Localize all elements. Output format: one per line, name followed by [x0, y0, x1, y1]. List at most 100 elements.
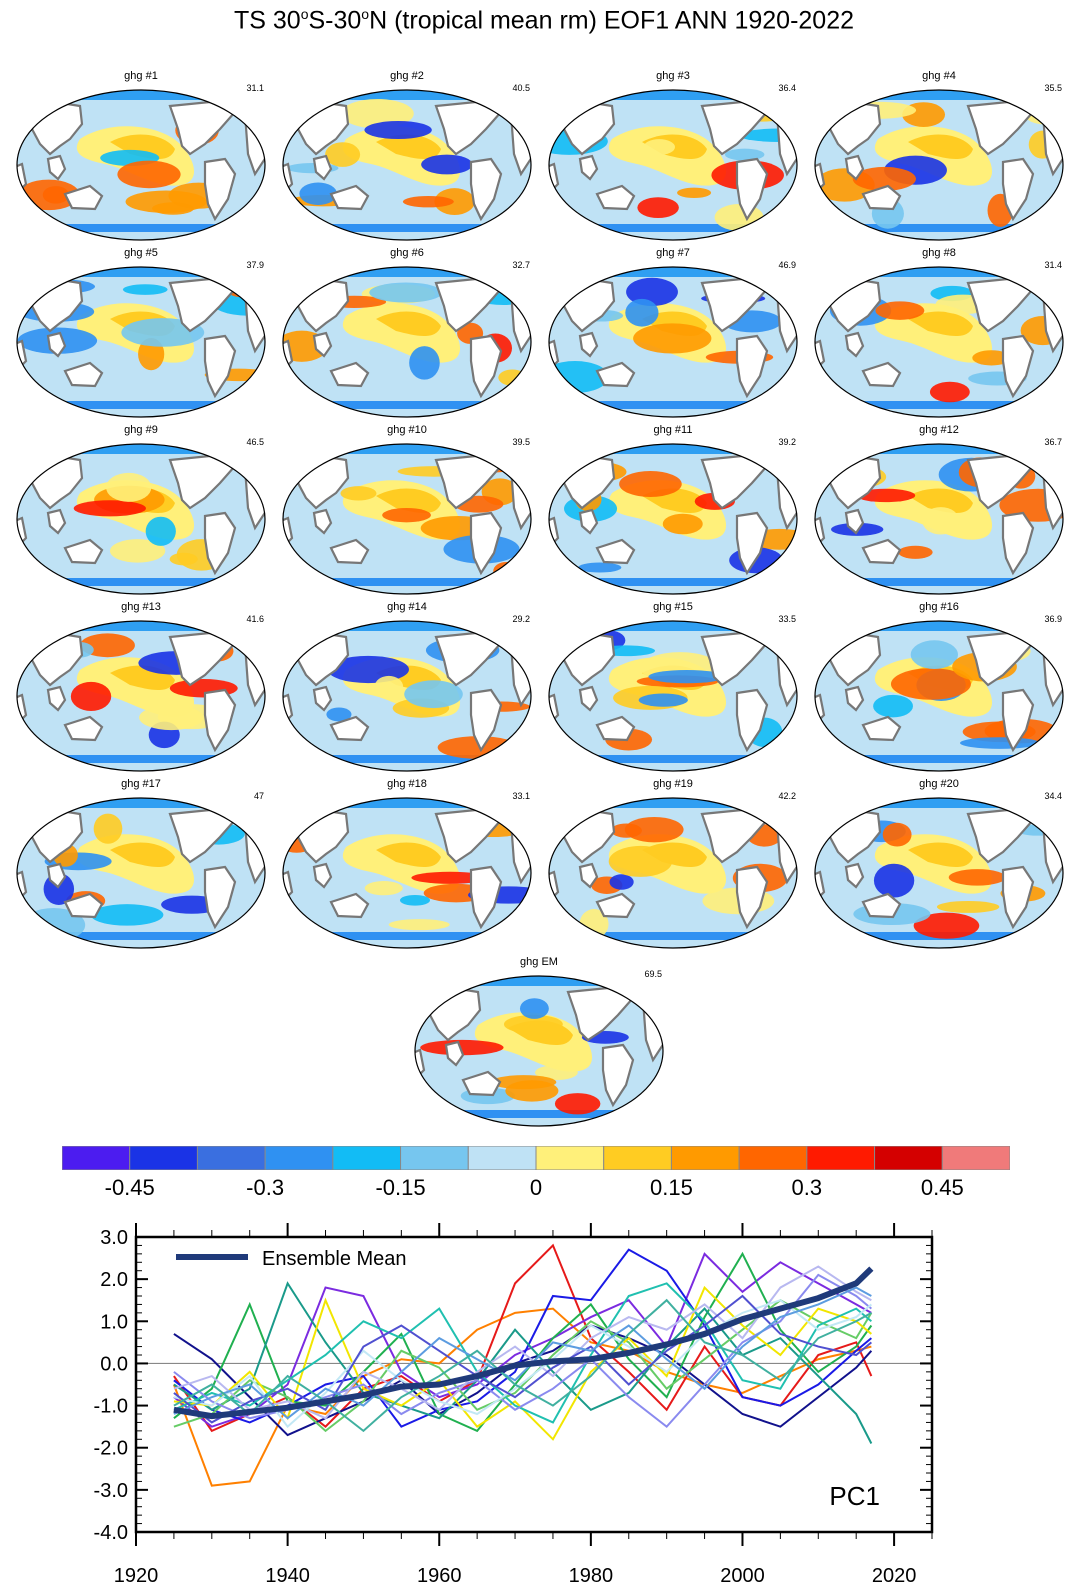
x-tick-label: 1960	[417, 1565, 462, 1587]
map-title: ghg #15	[653, 601, 693, 613]
colorbar-swatch	[129, 1146, 198, 1170]
x-tick-label: 2020	[872, 1565, 917, 1587]
explained-variance: 36.9	[1044, 614, 1062, 624]
colorbar-swatch	[738, 1146, 808, 1170]
eof-map	[548, 620, 798, 772]
y-tick-label: 1.0	[100, 1311, 128, 1333]
colorbar-tick-label: -0.15	[375, 1175, 426, 1200]
colorbar-tick-label: 0.45	[920, 1175, 964, 1200]
colorbar-swatch	[603, 1146, 672, 1170]
series-line	[173, 1282, 872, 1424]
map-title: ghg #19	[653, 778, 693, 790]
plot-frame	[134, 1235, 934, 1534]
explained-variance: 39.2	[778, 437, 796, 447]
explained-variance: 29.2	[512, 614, 530, 624]
eof-map-panel: ghg #4 35.5	[808, 70, 1070, 248]
eof-map-panel: ghg #9 46.5	[10, 424, 272, 602]
eof-map-panel: ghg #17 47	[10, 778, 272, 956]
series-line	[173, 1324, 873, 1437]
explained-variance: 40.5	[512, 83, 530, 93]
eof-map-panel: ghg #14 29.2	[276, 601, 538, 779]
eof-map-panel: ghg #19 42.2	[542, 778, 804, 956]
eof-map	[16, 620, 266, 772]
map-title: ghg #6	[390, 247, 424, 259]
eof-map-panel: ghg #3 36.4	[542, 70, 804, 248]
explained-variance: 35.5	[1044, 83, 1062, 93]
eof-map	[814, 89, 1064, 241]
colorbar-swatch	[806, 1146, 876, 1170]
map-title: ghg #17	[121, 778, 161, 790]
x-tick-label: 1940	[265, 1565, 310, 1587]
chart-title: PC1	[829, 1481, 880, 1511]
x-tick-label: 1920	[114, 1565, 159, 1587]
map-title: ghg #16	[919, 601, 959, 613]
explained-variance: 39.5	[512, 437, 530, 447]
y-tick-label: 2.0	[100, 1269, 128, 1291]
eof-map-panel: ghg #11 39.2	[542, 424, 804, 602]
map-title: ghg #14	[387, 601, 427, 613]
eof-map	[282, 266, 532, 418]
eof-map	[282, 620, 532, 772]
eof-map	[814, 797, 1064, 949]
eof-map	[16, 443, 266, 595]
colorbar-swatch	[196, 1146, 266, 1170]
colorbar-tick-label: -0.3	[246, 1175, 285, 1200]
y-tick-label: -4.0	[94, 1522, 128, 1544]
eof-map-panel: ghg #2 40.5	[276, 70, 538, 248]
eof-map	[414, 975, 664, 1127]
series-line	[173, 1298, 872, 1433]
y-tick-label: 0.0	[100, 1353, 128, 1375]
explained-variance: 42.2	[778, 791, 796, 801]
main-title: TS 30oS-30oN (tropical mean rm) EOF1 ANN…	[233, 6, 855, 35]
colorbar-swatch	[670, 1146, 740, 1170]
colorbar-swatch	[400, 1146, 469, 1170]
eof-map-panel: ghg #16 36.9	[808, 601, 1070, 779]
y-tick-label: -2.0	[94, 1438, 128, 1460]
eof-map	[282, 797, 532, 949]
legend-label: Ensemble Mean	[262, 1248, 407, 1270]
series-line	[173, 1294, 872, 1424]
eof-map-panel: ghg #13 41.6	[10, 601, 272, 779]
colorbar-swatch	[264, 1146, 334, 1170]
series-line	[173, 1252, 872, 1428]
x-tick-label: 2000	[720, 1565, 765, 1587]
eof-map-panel: ghg #15 33.5	[542, 601, 804, 779]
map-title: ghg #18	[387, 778, 427, 790]
eof-map-panel: ghg #7 46.9	[542, 247, 804, 425]
map-title: ghg #2	[390, 70, 424, 82]
y-tick-label: -1.0	[94, 1396, 128, 1418]
eof-map-panel: ghg #18 33.1	[276, 778, 538, 956]
series-line	[173, 1299, 872, 1429]
explained-variance: 36.7	[1044, 437, 1062, 447]
ensemble-mean-line	[173, 1266, 874, 1420]
eof-map	[548, 443, 798, 595]
colorbar-tick-label: 0.15	[650, 1175, 693, 1200]
colorbar-tick-label: 0.3	[791, 1175, 823, 1200]
map-title: ghg #13	[121, 601, 161, 613]
colorbar	[62, 1146, 1010, 1170]
y-tick-label: -3.0	[94, 1480, 128, 1502]
eof-map	[814, 443, 1064, 595]
series-line	[173, 1281, 873, 1444]
explained-variance: 34.4	[1044, 791, 1062, 801]
explained-variance: 37.9	[246, 260, 264, 270]
y-tick-label: 3.0	[100, 1227, 128, 1249]
eof-map	[548, 266, 798, 418]
map-title: ghg #12	[919, 424, 959, 436]
series-line	[172, 1307, 872, 1487]
map-title: ghg #5	[124, 247, 158, 259]
explained-variance: 31.1	[246, 83, 264, 93]
eof-map-panel: ghg #6 32.7	[276, 247, 538, 425]
map-title: ghg #10	[387, 424, 427, 436]
map-title: ghg #20	[919, 778, 959, 790]
explained-variance: 32.7	[512, 260, 530, 270]
series-line	[173, 1265, 872, 1420]
pc1-timeseries-chart: -4.0 -3.0 -2.0 -1.0 0.0 1.0 2.0 3.0 1920 1940 1960…	[94, 1223, 934, 1587]
eof-map	[548, 89, 798, 241]
colorbar-tick-label: -0.45	[104, 1175, 155, 1200]
map-title: ghg #8	[922, 247, 956, 259]
map-title: ghg #3	[656, 70, 690, 82]
explained-variance: 69.5	[644, 969, 662, 979]
map-title: ghg EM	[520, 956, 558, 968]
eof-map	[282, 443, 532, 595]
